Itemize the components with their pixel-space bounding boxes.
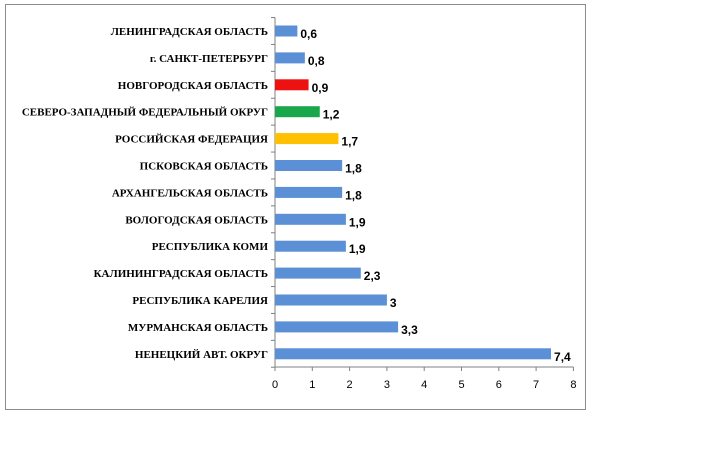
x-tick-label: 7 (533, 379, 539, 391)
bar-chart: 0 1 2 3 4 5 6 7 8 ЛЕНИНГРАДСКАЯ ОБЛАСТЬ 0,6 г. САНК… (22, 17, 576, 391)
data-label: 0,8 (308, 54, 325, 68)
x-tick-label: 0 (272, 379, 278, 391)
x-tick-label: 1 (309, 379, 315, 391)
data-label: 1,8 (345, 162, 362, 176)
bar (275, 52, 305, 64)
bar (275, 240, 346, 252)
x-tick-label: 3 (384, 379, 390, 391)
category-label: АРХАНГЕЛЬСКАЯ ОБЛАСТЬ (112, 187, 268, 199)
category-label: РЕСПУБЛИКА КАРЕЛИЯ (132, 295, 268, 307)
category-label: РЕСПУБЛИКА КОМИ (152, 241, 269, 253)
category-label: РОССИЙСКАЯ ФЕДЕРАЦИЯ (115, 134, 268, 146)
data-label: 1,9 (349, 242, 366, 256)
category-label: МУРМАНСКАЯ ОБЛАСТЬ (128, 322, 268, 334)
chart-frame: 0 1 2 3 4 5 6 7 8 ЛЕНИНГРАДСКАЯ ОБЛАСТЬ 0,6 г. САНК… (5, 4, 586, 410)
data-label: 1,9 (349, 215, 366, 229)
bar (275, 294, 387, 306)
data-label: 0,9 (312, 81, 329, 95)
data-label: 1,2 (323, 108, 340, 122)
bar (275, 321, 399, 333)
category-label: ЛЕНИНГРАДСКАЯ ОБЛАСТЬ (111, 26, 268, 38)
data-label: 1,8 (345, 188, 362, 202)
bar (275, 79, 309, 91)
category-label: ПСКОВСКАЯ ОБЛАСТЬ (140, 161, 268, 173)
category-label: НЕНЕЦКИЙ АВТ. ОКРУГ (135, 349, 268, 361)
bar (275, 213, 346, 225)
data-label: 7,4 (554, 350, 571, 364)
x-tick-label: 2 (347, 379, 353, 391)
data-label: 1,7 (341, 135, 358, 149)
bar (275, 25, 298, 37)
data-label: 3 (390, 296, 397, 310)
x-tick-label: 5 (458, 379, 464, 391)
category-label: ВОЛОГОДСКАЯ ОБЛАСТЬ (125, 214, 268, 226)
data-label: 3,3 (401, 323, 418, 337)
data-label: 2,3 (364, 269, 381, 283)
bar (275, 348, 552, 360)
category-label: г. САНКТ-ПЕТЕРБУРГ (150, 53, 268, 65)
category-label: КАЛИНИНГРАДСКАЯ ОБЛАСТЬ (94, 268, 268, 280)
bar (275, 267, 361, 279)
bar (275, 133, 339, 145)
x-tick-label: 6 (496, 379, 502, 391)
bar (275, 160, 343, 171)
category-label: СЕВЕРО-ЗАПАДНЫЙ ФЕДЕРАЛЬНЫЙ ОКРУГ (22, 107, 268, 119)
category-label: НОВГОРОДСКАЯ ОБЛАСТЬ (118, 80, 268, 92)
data-label: 0,6 (300, 27, 317, 41)
bar (275, 106, 320, 118)
bar (275, 186, 343, 198)
x-tick-label: 4 (421, 379, 427, 391)
x-tick-label: 8 (570, 379, 576, 391)
